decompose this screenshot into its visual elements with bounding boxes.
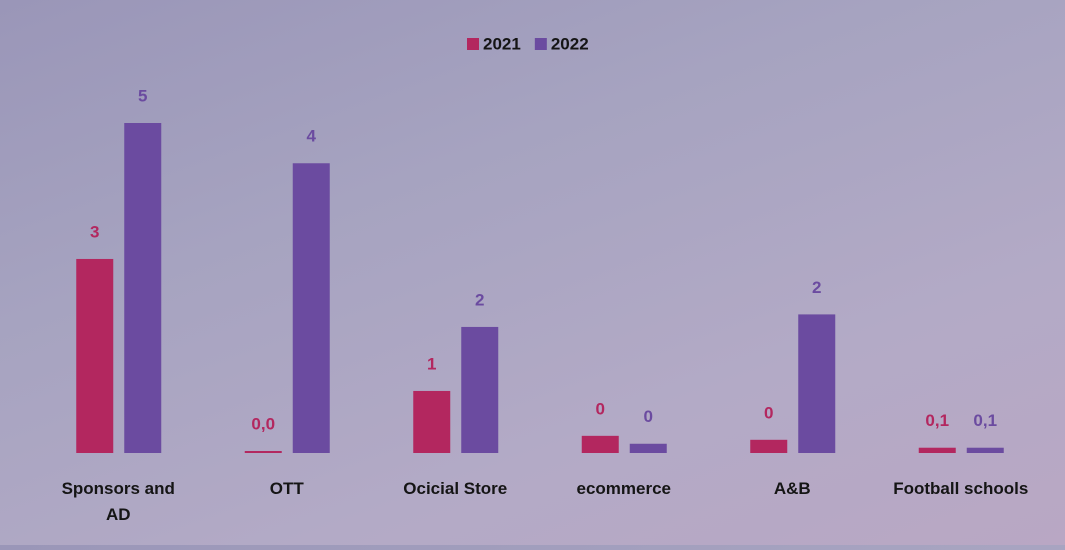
value-label: 0 <box>764 403 773 422</box>
value-label: 2 <box>475 290 484 309</box>
x-tick-label: Sponsors and AD <box>48 476 188 528</box>
value-label: 3 <box>90 222 99 241</box>
x-tick-label: Ocicial Store <box>370 476 540 502</box>
bar <box>124 123 161 453</box>
value-label: 0,1 <box>925 411 949 430</box>
bar <box>798 314 835 453</box>
x-tick-label: ecommerce <box>539 476 709 502</box>
bar <box>967 448 1004 453</box>
bar <box>413 391 450 453</box>
bar <box>245 451 282 453</box>
x-tick-label: Football schools <box>876 476 1046 502</box>
bar <box>293 163 330 453</box>
value-label: 0,1 <box>973 411 997 430</box>
value-label: 0 <box>596 399 605 418</box>
x-tick-label: A&B <box>707 476 877 502</box>
value-label: 0 <box>644 407 653 426</box>
bar <box>582 436 619 453</box>
legend-label: 2021 <box>483 34 521 53</box>
value-label: 5 <box>138 86 147 105</box>
value-label: 4 <box>307 127 317 146</box>
bar <box>461 327 498 453</box>
x-tick-label: OTT <box>202 476 372 502</box>
value-label: 2 <box>812 278 821 297</box>
bar <box>76 259 113 453</box>
chart: 2021 2022 3 5 0,0 4 1 2 0 0 0 2 0,1 0,1 <box>0 0 1065 545</box>
bar <box>919 448 956 453</box>
page: 2021 2022 3 5 0,0 4 1 2 0 0 0 2 0,1 0,1 Sponsors and … <box>0 0 1065 545</box>
legend-swatch <box>467 38 479 50</box>
bar <box>750 440 787 453</box>
chart-area: 2021 2022 3 5 0,0 4 1 2 0 0 0 2 0,1 0,1 Sponsors and … <box>0 0 1065 545</box>
legend-label: 2022 <box>551 34 589 53</box>
value-label: 1 <box>427 354 436 373</box>
value-label: 0,0 <box>251 415 275 434</box>
bar <box>630 444 667 453</box>
legend-swatch <box>535 38 547 50</box>
